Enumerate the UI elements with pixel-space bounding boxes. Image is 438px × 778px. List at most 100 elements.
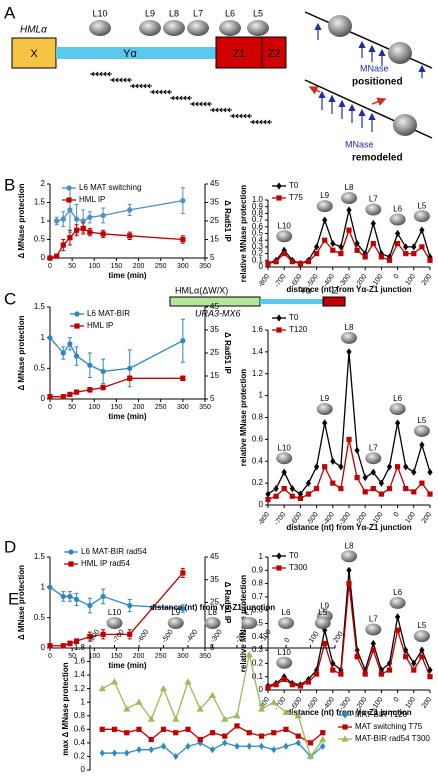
point xyxy=(80,218,86,224)
point xyxy=(314,243,320,251)
x-axis-title: distance (nt) from Yα-Z1 junction xyxy=(286,523,411,532)
point xyxy=(47,643,53,649)
point xyxy=(289,484,295,493)
strand-arrow xyxy=(171,95,175,101)
point xyxy=(378,671,384,677)
point xyxy=(305,259,312,265)
x-tick-label: 100 xyxy=(88,263,100,270)
state-label: remodeled xyxy=(352,153,403,164)
point xyxy=(330,667,336,673)
y2-tick-label: 35 xyxy=(210,198,219,207)
point xyxy=(419,244,425,250)
point xyxy=(411,243,417,251)
point xyxy=(159,685,168,692)
strand-arrow xyxy=(91,71,95,77)
strand-arrow xyxy=(227,107,231,113)
box-label: Yα xyxy=(123,48,137,60)
point xyxy=(322,237,328,243)
strand-arrow xyxy=(115,77,119,83)
legend-label: HML IP xyxy=(87,321,113,330)
point xyxy=(282,708,290,715)
nucleosome-label: L5 xyxy=(417,621,426,630)
y2-tick-label: 35 xyxy=(210,575,219,584)
nucleosome-label: L6 xyxy=(393,394,402,403)
legend-marker xyxy=(66,185,72,191)
x-tick-label: 0 xyxy=(393,273,401,280)
point xyxy=(386,257,393,263)
point xyxy=(378,479,384,487)
point xyxy=(378,254,384,260)
point xyxy=(87,634,93,640)
point xyxy=(67,593,73,600)
strand-arrow xyxy=(239,113,243,119)
point xyxy=(47,584,53,590)
y2-tick-label: 25 xyxy=(210,598,219,607)
point xyxy=(87,362,93,368)
point xyxy=(60,216,66,222)
locus-label: HMLα(ΔW/X) xyxy=(175,285,228,295)
point xyxy=(322,640,328,647)
x-tick-label: 250 xyxy=(155,653,167,660)
y-tick-label: 0.1 xyxy=(252,672,264,681)
point xyxy=(73,216,80,222)
series-line xyxy=(267,583,431,688)
point xyxy=(73,353,80,359)
x-tick-label: -700 xyxy=(274,511,288,527)
y-tick-label: 0 xyxy=(259,262,264,271)
legend-marker xyxy=(342,711,348,719)
point xyxy=(395,464,401,470)
x-axis-title: distance (nt) from Yα-Z1 junction xyxy=(286,708,411,717)
y-tick-label: 1 xyxy=(259,391,264,400)
y-tick-label: 0.9 xyxy=(252,202,264,211)
point xyxy=(419,441,425,449)
point xyxy=(307,740,314,746)
point xyxy=(294,712,302,719)
strand-arrow xyxy=(263,119,267,125)
y-tick-label: 0.6 xyxy=(74,724,86,733)
point xyxy=(297,261,303,267)
point xyxy=(209,746,216,754)
y-tick-label: 0.4 xyxy=(74,738,86,747)
point xyxy=(67,391,73,397)
y-axis-title: max Δ MNase protection xyxy=(61,662,70,755)
legend-marker xyxy=(276,314,282,322)
point xyxy=(100,212,106,219)
point xyxy=(257,705,266,712)
strand-arrow xyxy=(187,95,191,101)
y2-axis-title: Δ Rad51 IP xyxy=(223,582,232,624)
strand-arrow xyxy=(143,83,147,89)
x-tick-label: 0 xyxy=(48,263,52,270)
point xyxy=(330,239,336,248)
z-box xyxy=(322,296,346,307)
point xyxy=(362,671,368,677)
y-tick-label: 0.5 xyxy=(34,235,46,244)
point xyxy=(386,485,393,492)
y-tick-label: 0.4 xyxy=(252,235,264,244)
box-label: Z1 xyxy=(233,48,246,60)
point xyxy=(283,726,289,732)
strand-arrow xyxy=(195,101,199,107)
legend-marker xyxy=(68,549,74,555)
y-tick-label: 0.5 xyxy=(34,363,46,372)
chart: 00.20.40.60.811.21.41.6-800 -700 -600 -500-… xyxy=(239,313,433,532)
point xyxy=(246,730,252,736)
strand-arrow xyxy=(247,113,251,119)
point xyxy=(378,666,384,674)
y-axis-title: relative MNase protection xyxy=(239,185,248,282)
legend-label: HML IP xyxy=(79,195,105,204)
point xyxy=(127,375,133,381)
strand-arrow xyxy=(155,89,159,95)
strand-arrow xyxy=(151,89,155,95)
panel-label: E xyxy=(8,589,19,608)
x-tick-label: 0 xyxy=(393,696,401,703)
point xyxy=(209,730,216,736)
point xyxy=(180,338,186,344)
legend-marker xyxy=(68,561,74,567)
point xyxy=(180,605,186,612)
legend-label: HML IP rad54 xyxy=(81,559,130,568)
point xyxy=(124,730,130,736)
point xyxy=(362,254,368,260)
point xyxy=(208,691,217,699)
y-tick-label: 0.9 xyxy=(252,565,264,574)
box-z2 xyxy=(261,36,287,69)
